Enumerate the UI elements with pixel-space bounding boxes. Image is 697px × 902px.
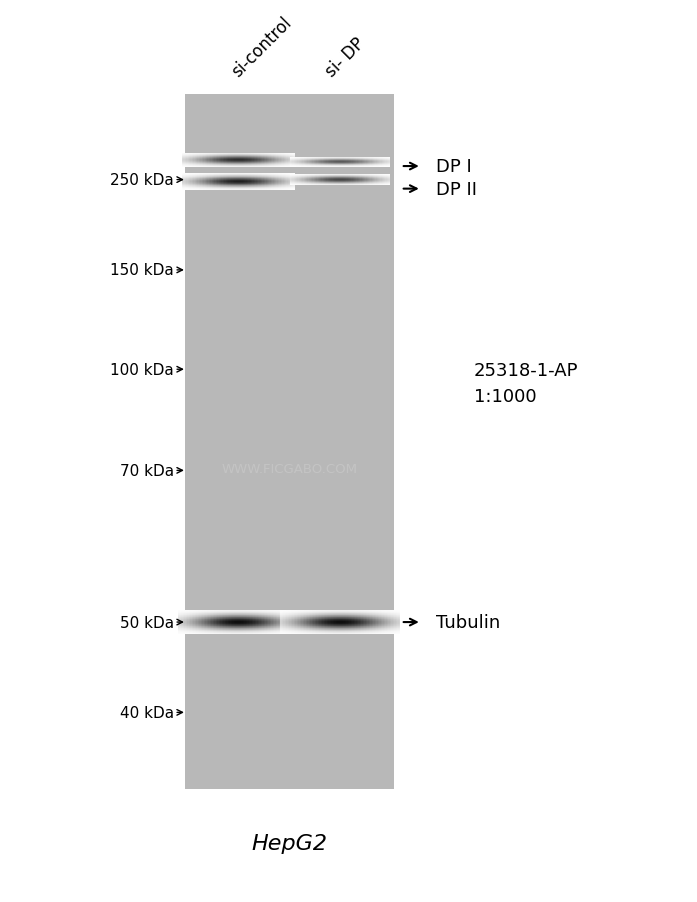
Text: 250 kDa: 250 kDa bbox=[111, 173, 174, 188]
Text: Tubulin: Tubulin bbox=[436, 613, 500, 631]
Text: DP II: DP II bbox=[436, 180, 477, 198]
Text: 150 kDa: 150 kDa bbox=[111, 263, 174, 278]
Text: 40 kDa: 40 kDa bbox=[120, 705, 174, 720]
Text: HepG2: HepG2 bbox=[251, 833, 328, 853]
Text: 70 kDa: 70 kDa bbox=[120, 464, 174, 478]
Text: 100 kDa: 100 kDa bbox=[111, 363, 174, 377]
Text: 50 kDa: 50 kDa bbox=[120, 615, 174, 630]
Text: si- DP: si- DP bbox=[322, 35, 368, 81]
Text: si-control: si-control bbox=[228, 14, 295, 81]
Text: WWW.FICGABO.COM: WWW.FICGABO.COM bbox=[221, 463, 358, 475]
Text: DP I: DP I bbox=[436, 158, 471, 176]
Text: 25318-1-AP
1:1000: 25318-1-AP 1:1000 bbox=[474, 361, 579, 406]
Bar bbox=[185, 95, 394, 789]
